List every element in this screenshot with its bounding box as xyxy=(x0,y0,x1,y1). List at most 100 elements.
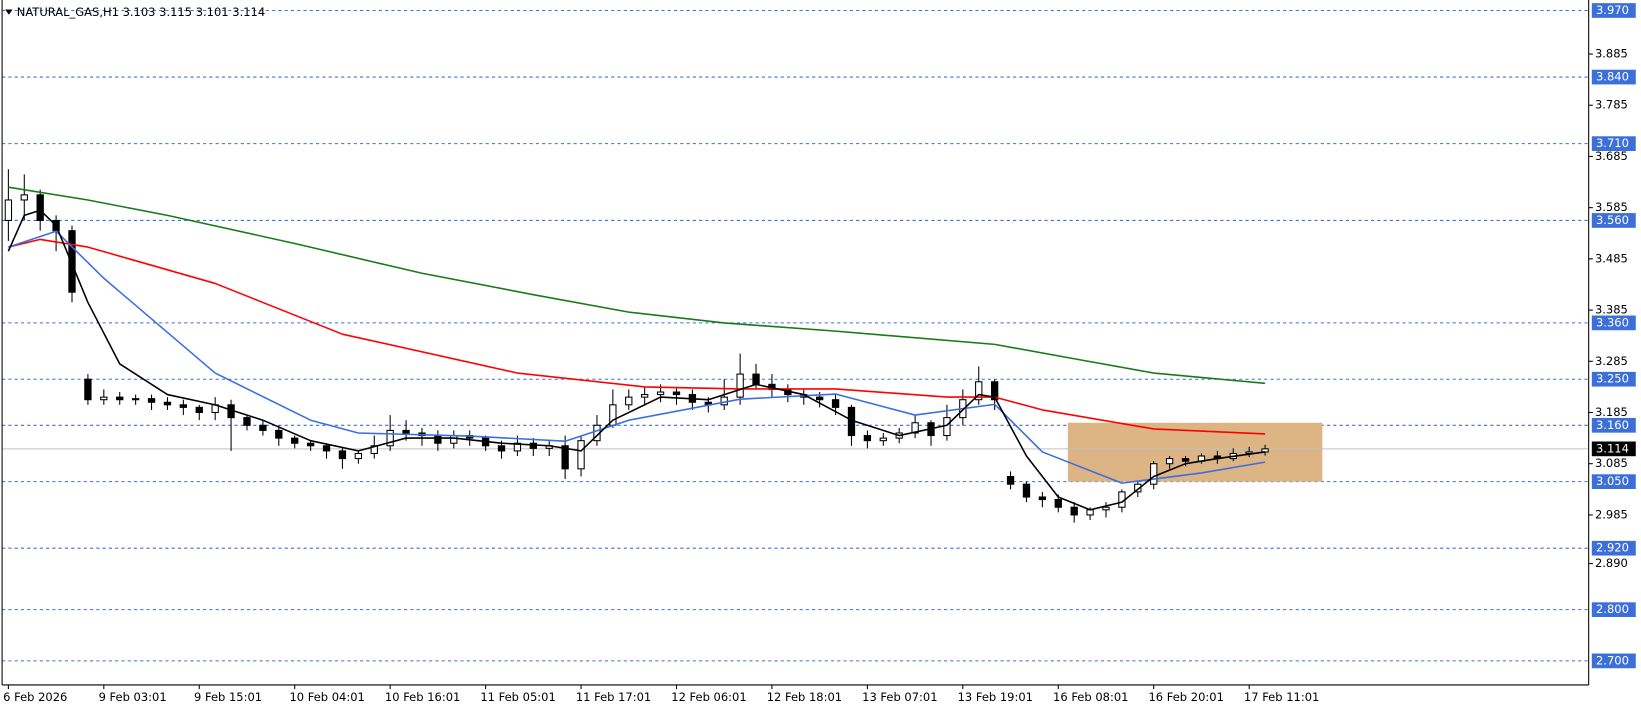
level-label: 3.710 xyxy=(1596,136,1629,150)
y-tick-label: 2.890 xyxy=(1595,556,1628,570)
candle-body xyxy=(656,391,665,396)
level-label: 3.840 xyxy=(1596,70,1629,84)
marks-layer xyxy=(4,169,1269,523)
candle-body xyxy=(672,391,681,396)
candle-body xyxy=(1038,496,1047,501)
y-tick-label: 3.385 xyxy=(1595,303,1628,317)
current-price-label: 3.114 xyxy=(1596,441,1629,455)
level-label-box xyxy=(1591,136,1636,151)
x-tick-label: 10 Feb 16:01 xyxy=(385,690,460,704)
x-tick-label: 10 Feb 04:01 xyxy=(289,690,364,704)
candle-body xyxy=(879,437,887,442)
level-label: 3.160 xyxy=(1596,418,1629,432)
candle-body xyxy=(625,396,633,406)
level-label-box xyxy=(1591,474,1636,489)
moving-average-line xyxy=(7,209,1266,511)
candle-body xyxy=(4,199,13,221)
candle-body xyxy=(116,396,124,401)
current-price-box xyxy=(1591,441,1636,457)
candle-body xyxy=(1022,483,1031,498)
level-label: 3.050 xyxy=(1596,474,1629,488)
candle-body xyxy=(402,429,410,434)
level-label: 3.970 xyxy=(1596,3,1629,17)
candle-body xyxy=(370,445,378,454)
price-zone xyxy=(1067,422,1323,482)
candle-body xyxy=(497,445,506,452)
candle-body xyxy=(911,422,919,434)
level-label: 2.700 xyxy=(1596,653,1629,667)
level-label-box xyxy=(1591,602,1636,618)
candle-body xyxy=(736,373,744,398)
candle-body xyxy=(36,194,44,221)
chart-title: NATURAL_GAS,H1 3.103 3.115 3.101 3.114 xyxy=(17,5,265,19)
candle-body xyxy=(975,381,983,401)
candle-body xyxy=(1165,458,1174,465)
candle-body xyxy=(863,435,872,442)
candle-body xyxy=(1102,506,1110,511)
candle-body xyxy=(322,445,331,452)
candle-body xyxy=(291,437,299,444)
y-tick-label: 3.585 xyxy=(1595,200,1628,214)
candle-body xyxy=(259,424,267,431)
level-label: 3.360 xyxy=(1596,315,1629,329)
level-label-box xyxy=(1591,3,1636,18)
moving-average-line xyxy=(8,230,1266,484)
y-tick-label: 3.085 xyxy=(1595,456,1628,470)
candle-body xyxy=(1006,475,1015,485)
y-tick-label: 3.685 xyxy=(1595,149,1628,163)
candle-body xyxy=(195,406,203,414)
x-tick-label: 12 Feb 18:01 xyxy=(767,690,842,704)
level-label: 3.560 xyxy=(1596,213,1629,227)
candle-body xyxy=(163,401,172,406)
candle-body xyxy=(179,404,188,408)
x-tick-label: 13 Feb 19:01 xyxy=(958,690,1033,704)
moving-average-line xyxy=(8,186,1266,385)
x-tick-label: 6 Feb 2026 xyxy=(3,690,67,704)
level-label-box xyxy=(1591,213,1636,228)
level-label-box xyxy=(1591,315,1636,331)
candle-body xyxy=(434,435,442,444)
candle-body xyxy=(354,452,363,460)
candle-body xyxy=(147,398,156,403)
x-tick-label: 9 Feb 15:01 xyxy=(194,690,262,704)
level-label-box xyxy=(1591,417,1636,433)
y-tick-label: 3.185 xyxy=(1595,405,1628,419)
x-tick-label: 12 Feb 06:01 xyxy=(671,690,746,704)
moving-average-line xyxy=(8,238,1266,435)
level-label: 2.800 xyxy=(1596,602,1629,616)
candle-body xyxy=(513,442,522,452)
y-tick-label: 3.885 xyxy=(1595,47,1628,61)
y-tick-label: 2.985 xyxy=(1595,507,1628,521)
x-tick-label: 11 Feb 17:01 xyxy=(576,690,651,704)
candle-body xyxy=(815,396,824,401)
x-tick-label: 17 Feb 11:01 xyxy=(1244,690,1319,704)
level-label-box xyxy=(1591,69,1636,85)
x-tick-label: 16 Feb 20:01 xyxy=(1148,690,1223,704)
candle-body xyxy=(386,429,394,447)
candle-body xyxy=(243,417,251,426)
candle-body xyxy=(1261,448,1269,453)
candle-body xyxy=(720,396,728,406)
symbol-menu-icon[interactable] xyxy=(5,9,13,15)
level-label-box xyxy=(1591,371,1636,387)
candle-body xyxy=(68,230,76,293)
y-tick-label: 3.285 xyxy=(1595,354,1628,368)
x-tick-label: 9 Feb 03:01 xyxy=(99,690,167,704)
candle-body xyxy=(306,442,315,447)
candle-body xyxy=(1054,499,1062,508)
candle-body xyxy=(450,435,458,444)
level-label-box xyxy=(1591,540,1636,556)
candle-body xyxy=(641,394,649,398)
candle-body xyxy=(561,445,569,470)
level-label: 2.920 xyxy=(1596,541,1629,555)
level-label-box xyxy=(1591,653,1636,669)
candle-body xyxy=(1134,483,1142,493)
y-tick-label: 3.485 xyxy=(1595,251,1628,265)
candle-body xyxy=(131,398,140,401)
candle-body xyxy=(1150,463,1158,485)
candle-body xyxy=(990,381,999,401)
candle-body xyxy=(275,429,283,439)
